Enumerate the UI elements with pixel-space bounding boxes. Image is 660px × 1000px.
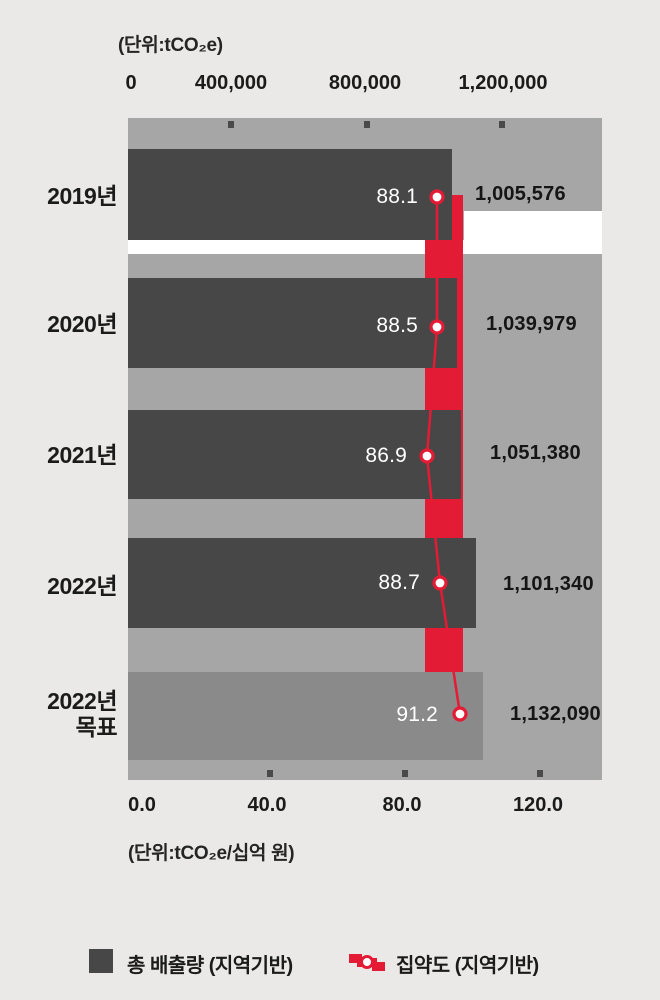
bar-2019 bbox=[128, 149, 452, 240]
top-axis-tick-label-800000: 800,000 bbox=[328, 72, 402, 94]
bottom-axis-tick bbox=[402, 770, 408, 777]
intensity-marker-2022 bbox=[432, 575, 448, 591]
category-label-2022-target: 2022년 목표 bbox=[47, 688, 117, 740]
intensity-value-2022-target: 91.2 bbox=[396, 703, 438, 726]
top-axis-tick-label-400000: 400,000 bbox=[194, 72, 268, 94]
intensity-marker-2020 bbox=[429, 319, 445, 335]
top-axis-tick-label-0: 0 bbox=[125, 72, 137, 94]
bottom-axis-tick-label-40: 40.0 bbox=[247, 794, 287, 816]
intensity-value-2021: 86.9 bbox=[365, 444, 407, 467]
top-axis-tick-label-1200000: 1,200,000 bbox=[458, 72, 548, 94]
bar-2020 bbox=[128, 278, 457, 368]
emissions-value-2022-target: 1,132,090 bbox=[510, 703, 601, 725]
separator-band-right bbox=[464, 211, 602, 248]
emissions-value-2020: 1,039,979 bbox=[486, 313, 577, 335]
intensity-marker-2019 bbox=[429, 189, 445, 205]
legend-label-emissions: 총 배출량 (지역기반) bbox=[127, 955, 293, 977]
bottom-axis-tick-label-80: 80.0 bbox=[382, 794, 422, 816]
intensity-value-2020: 88.5 bbox=[376, 314, 418, 337]
bottom-unit-label: (단위:tCO₂e/십억 원) bbox=[128, 843, 295, 864]
emissions-value-2019: 1,005,576 bbox=[475, 183, 566, 205]
bottom-axis-tick bbox=[267, 770, 273, 777]
bottom-axis-tick bbox=[537, 770, 543, 777]
gap-highlight bbox=[425, 628, 463, 672]
legend-line-marker-icon bbox=[349, 951, 385, 973]
gap-highlight bbox=[425, 240, 463, 278]
top-axis-tick bbox=[364, 121, 370, 128]
top-axis-tick bbox=[228, 121, 234, 128]
legend: 총 배출량 (지역기반) 집약도 (지역기반) bbox=[0, 944, 660, 978]
top-axis-tick bbox=[499, 121, 505, 128]
intensity-marker-2021 bbox=[419, 448, 435, 464]
category-label-2019: 2019년 bbox=[47, 183, 117, 209]
emissions-value-2022: 1,101,340 bbox=[503, 573, 594, 595]
legend-label-intensity: 집약도 (지역기반) bbox=[396, 955, 539, 977]
category-label-2021: 2021년 bbox=[47, 442, 117, 468]
intensity-value-2019: 88.1 bbox=[376, 185, 418, 208]
bottom-axis-tick-label-120: 120.0 bbox=[512, 794, 564, 816]
bar-2021 bbox=[128, 410, 461, 499]
bottom-axis-tick-label-0: 0.0 bbox=[128, 794, 156, 816]
bar-2022 bbox=[128, 538, 476, 628]
emissions-value-2021: 1,051,380 bbox=[490, 442, 581, 464]
legend-bar-swatch bbox=[89, 949, 113, 973]
category-label-2022: 2022년 bbox=[47, 573, 117, 599]
bar-2022-target bbox=[128, 672, 483, 760]
intensity-value-2022: 88.7 bbox=[378, 571, 420, 594]
intensity-marker-2022-target bbox=[452, 706, 468, 722]
category-label-2020: 2020년 bbox=[47, 311, 117, 337]
top-unit-label: (단위:tCO₂e) bbox=[118, 35, 223, 56]
